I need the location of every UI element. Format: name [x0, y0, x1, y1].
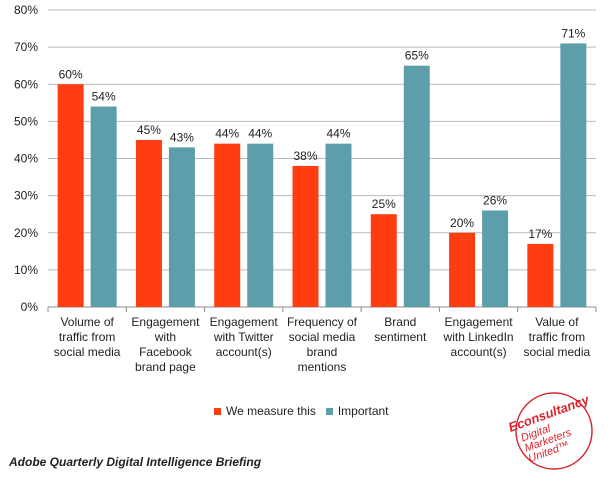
y-tick-label: 30%: [14, 189, 38, 203]
legend-swatch-series-2: [325, 407, 333, 415]
category-label-line: account(s): [451, 345, 507, 359]
category-label-line: Frequency of: [287, 315, 358, 329]
category-label-line: brand: [307, 345, 338, 359]
logo-ring: [515, 392, 593, 470]
bar-series-1: [292, 165, 319, 307]
bar-series-2: [168, 147, 195, 307]
econsultancy-logo: Econsultancy Digital Marketers United™: [506, 392, 593, 470]
y-tick-label: 10%: [14, 263, 38, 277]
gridlines: [48, 9, 596, 271]
legend-item-series-2: Important: [325, 404, 389, 418]
y-tick-label: 80%: [14, 3, 38, 17]
data-label-series-2: 26%: [483, 193, 507, 207]
data-label-series-1: 38%: [293, 149, 317, 163]
category-label-line: Engagement: [445, 315, 514, 329]
category-label-line: social media: [289, 330, 356, 344]
bar-series-2: [90, 106, 117, 308]
category-label-line: traffic from: [59, 330, 115, 344]
data-label-series-2: 43%: [170, 130, 194, 144]
category-label: Value of traffic from social media: [524, 315, 591, 359]
category-label-line: brand page: [135, 360, 196, 374]
category-label-line: mentions: [298, 360, 347, 374]
category-label-line: traffic from: [529, 330, 585, 344]
data-label-series-1: 45%: [137, 123, 161, 137]
y-tick-label: 50%: [14, 114, 38, 128]
legend-label-series-1: We measure this: [226, 404, 316, 418]
category-label-line: with Twitter: [213, 330, 274, 344]
data-label-series-1: 20%: [450, 216, 474, 230]
y-tick-label: 20%: [14, 226, 38, 240]
bar-series-1: [527, 243, 554, 307]
bar-series-2: [325, 143, 352, 307]
y-tick-label: 0%: [21, 300, 39, 314]
y-tick-label: 70%: [14, 40, 38, 54]
bar-series-1: [135, 139, 162, 307]
data-label-series-2: 44%: [326, 127, 350, 141]
category-label: Engagement with Twitter account(s): [210, 315, 279, 359]
category-label-line: social media: [524, 345, 591, 359]
data-label-series-1: 17%: [528, 227, 552, 241]
category-label-line: social media: [54, 345, 121, 359]
category-label: Engagement with Facebook brand page: [131, 315, 200, 374]
bar-series-2: [482, 210, 509, 307]
category-label-line: Value of: [535, 315, 579, 329]
category-label-line: Brand: [384, 315, 416, 329]
category-label: Volume of traffic from social media: [54, 315, 121, 359]
chart-legend: We measure this Important: [214, 404, 399, 418]
data-label-series-2: 44%: [248, 127, 272, 141]
bar-series-1: [57, 84, 84, 307]
legend-label-series-2: Important: [337, 404, 389, 418]
bar-series-1: [370, 214, 397, 307]
data-label-series-2: 65%: [405, 49, 429, 63]
bar-chart: 0% 10% 20% 30% 40% 50% 60% 70% 80% 60% 54% 45% 43% 4…: [14, 3, 597, 374]
data-label-series-1: 44%: [215, 127, 239, 141]
bar-series-2: [560, 43, 587, 307]
category-label-line: account(s): [216, 345, 272, 359]
y-axis: 0% 10% 20% 30% 40% 50% 60% 70% 80%: [14, 3, 597, 314]
category-label-line: with: [154, 330, 176, 344]
category-label: Brand sentiment: [374, 315, 427, 344]
bars: [57, 43, 587, 308]
legend-item-series-1: We measure this: [214, 404, 316, 418]
bar-series-1: [214, 143, 241, 307]
category-label-line: Engagement: [210, 315, 279, 329]
source-caption: Adobe Quarterly Digital Intelligence Bri…: [9, 455, 262, 469]
y-tick-label: 40%: [14, 152, 38, 166]
bar-series-2: [403, 65, 430, 307]
category-label-line: Engagement: [131, 315, 200, 329]
category-label: Engagement with LinkedIn account(s): [443, 315, 514, 359]
data-label-series-1: 60%: [59, 67, 83, 81]
category-label-line: with LinkedIn: [443, 330, 514, 344]
category-label-line: Facebook: [139, 345, 193, 359]
y-tick-label: 60%: [14, 77, 38, 91]
category-label-line: Volume of: [60, 315, 114, 329]
data-label-series-1: 25%: [372, 197, 396, 211]
category-label-line: sentiment: [374, 330, 427, 344]
data-label-series-2: 71%: [561, 26, 585, 40]
data-labels: 60% 54% 45% 43% 44% 44% 38% 44% 25% 65% 20% 26% 17% 7…: [59, 26, 586, 240]
legend-swatch-series-1: [214, 407, 221, 415]
category-label: Frequency of social media brand mentions: [287, 315, 358, 374]
data-label-series-2: 54%: [92, 90, 116, 104]
bar-series-1: [449, 232, 476, 307]
x-axis-labels: Volume of traffic from social mediaEngagem…: [54, 315, 591, 374]
bar-series-2: [247, 143, 274, 307]
